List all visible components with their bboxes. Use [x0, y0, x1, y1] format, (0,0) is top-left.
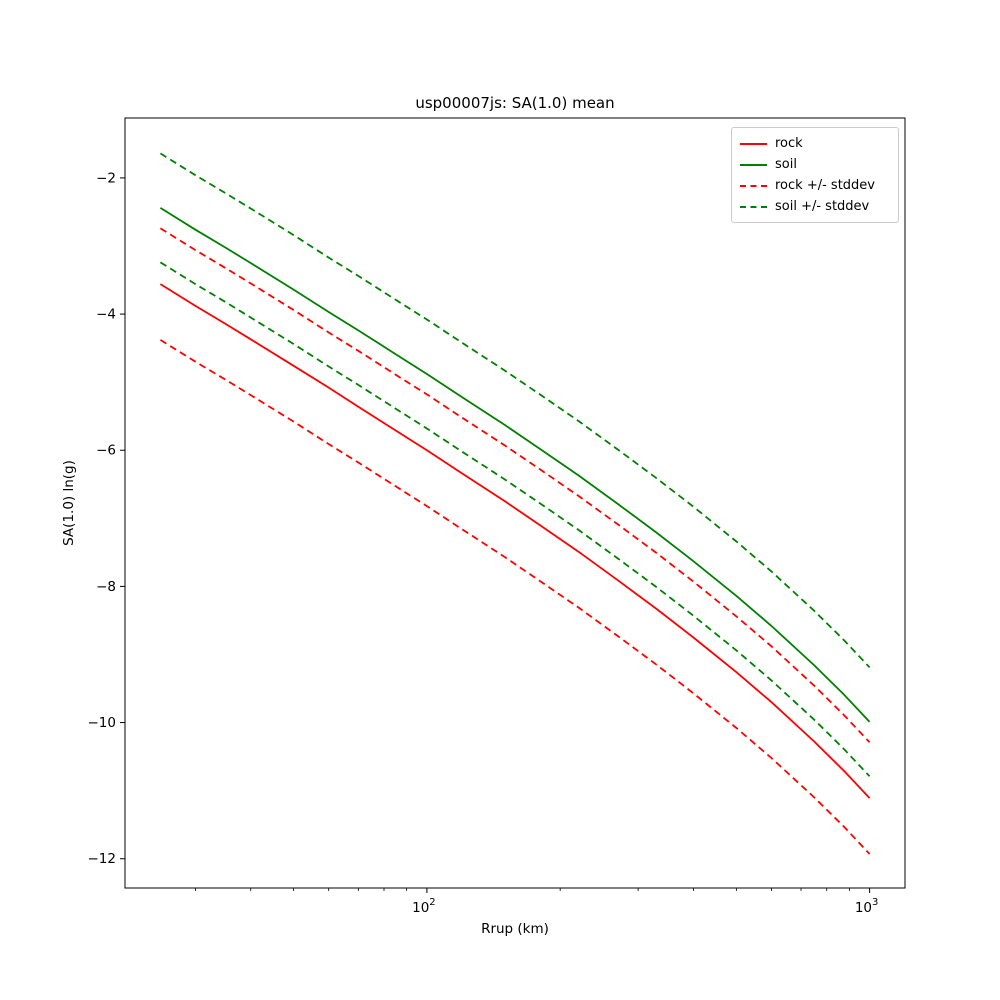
series-soil [159, 207, 871, 723]
y-tick-label: −2 [96, 170, 116, 186]
plot-frame [124, 117, 906, 889]
legend-item-rock: rock [740, 133, 890, 154]
chart-title: usp00007js: SA(1.0) mean [415, 94, 615, 112]
legend: rock soil rock +/- stddev soil +/- stdde… [731, 127, 899, 223]
series-soil-minus-stddev [159, 261, 871, 777]
x-axis-label: Rrup (km) [481, 921, 549, 937]
legend-label: soil +/- stddev [775, 199, 870, 214]
series-rock-plus-stddev [159, 227, 871, 743]
legend-item-rock-stddev: rock +/- stddev [740, 175, 890, 196]
legend-item-soil-stddev: soil +/- stddev [740, 196, 890, 217]
y-tick-label: −12 [88, 851, 117, 867]
legend-item-soil: soil [740, 154, 890, 175]
rock-stddev-line-sample [740, 184, 767, 187]
x-tick-label: 102 [412, 897, 436, 916]
x-tick-label: 103 [855, 897, 879, 916]
y-tick-label: −4 [96, 307, 116, 323]
y-tick-label: −6 [96, 443, 116, 459]
legend-label: rock [775, 136, 803, 151]
legend-label: soil [775, 157, 797, 172]
legend-label: rock +/- stddev [775, 178, 875, 193]
soil-stddev-line-sample [740, 205, 767, 208]
y-tick-label: −10 [88, 715, 117, 731]
rock-line-sample [740, 142, 767, 145]
y-tick-label: −8 [96, 579, 116, 595]
series-soil-plus-stddev [159, 152, 871, 669]
series-rock-minus-stddev [159, 339, 871, 855]
y-axis-label: SA(1.0) ln(g) [61, 460, 77, 546]
soil-line-sample [740, 163, 767, 166]
series-rock [159, 283, 871, 799]
